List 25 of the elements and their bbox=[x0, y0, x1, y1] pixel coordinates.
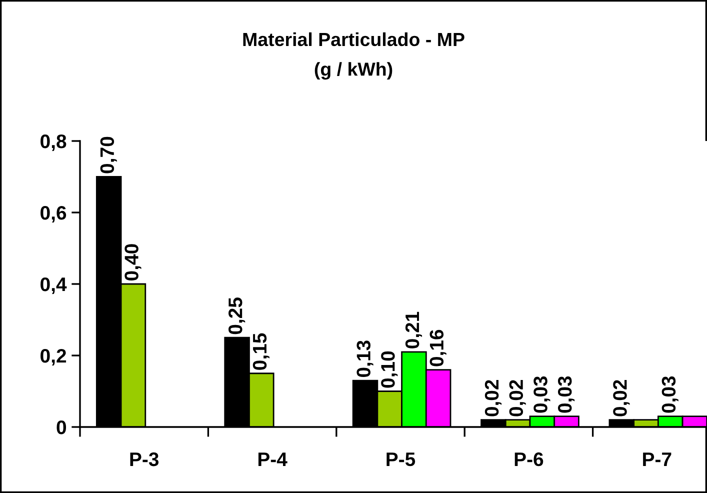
y-tick-label: 0,2 bbox=[40, 348, 66, 366]
x-tick-label: P-3 bbox=[130, 452, 159, 466]
data-label: 0,16 bbox=[430, 330, 446, 366]
data-label: 0,02 bbox=[484, 380, 502, 416]
chart-title: Material Particulado - MP (g / kWh) bbox=[243, 32, 464, 80]
x-tick-label: P-5 bbox=[386, 452, 416, 466]
x-tick-label: P-7 bbox=[643, 452, 672, 466]
x-tick-label: P-6 bbox=[514, 452, 544, 466]
data-label: 0,70 bbox=[100, 136, 117, 174]
data-label: 0,02 bbox=[613, 380, 630, 416]
y-tick-label: 0,4 bbox=[40, 277, 67, 294]
y-tick-label: 0,6 bbox=[40, 206, 66, 223]
data-label: 0,25 bbox=[228, 298, 246, 334]
data-label: 0,13 bbox=[356, 340, 374, 377]
x-tick-label: P-4 bbox=[258, 452, 288, 466]
data-label: 0,03 bbox=[558, 376, 575, 413]
data-label: 0,03 bbox=[534, 376, 550, 413]
data-label: 0,15 bbox=[252, 333, 270, 370]
y-tick-label: 0 bbox=[56, 420, 66, 434]
data-label: 0,21 bbox=[405, 312, 422, 348]
y-tick-label: 0,8 bbox=[40, 134, 66, 152]
data-label: 0,02 bbox=[509, 380, 526, 416]
data-label: 0,40 bbox=[124, 244, 142, 280]
data-label: 0,03 bbox=[662, 376, 678, 413]
data-label: 0,10 bbox=[381, 351, 398, 388]
